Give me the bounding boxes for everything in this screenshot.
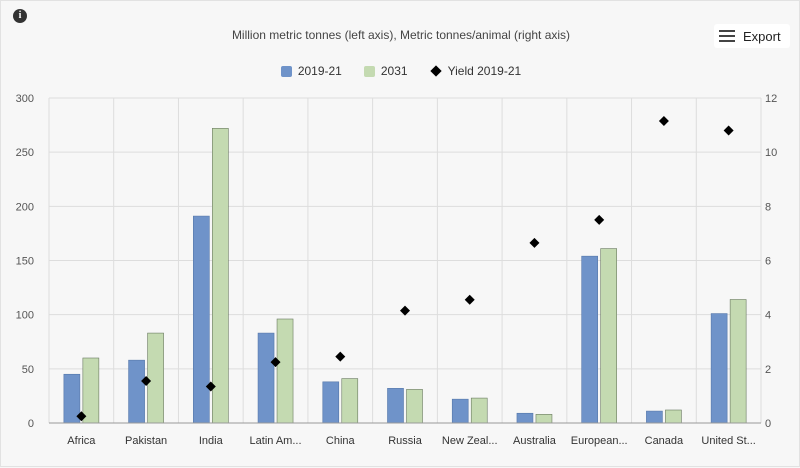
hamburger-menu-icon bbox=[719, 27, 735, 45]
bar-2031 bbox=[535, 414, 553, 424]
x-tick-label: Pakistan bbox=[125, 435, 167, 447]
legend-label-series-1: 2019-21 bbox=[297, 64, 342, 78]
bar-2019-21 bbox=[646, 410, 663, 424]
x-tick-label: Canada bbox=[645, 435, 684, 447]
yield-marker bbox=[335, 351, 346, 362]
x-tick-label: Russia bbox=[388, 435, 423, 447]
bar-2031 bbox=[147, 332, 164, 424]
export-button[interactable]: Export bbox=[714, 24, 790, 48]
x-tick-label: Australia bbox=[513, 435, 557, 447]
bar-2019-21 bbox=[710, 313, 728, 424]
y-tick-right-label: 2 bbox=[765, 364, 771, 376]
x-tick-label: China bbox=[326, 435, 356, 447]
bar-2031 bbox=[665, 409, 682, 424]
x-tick-label: New Zeal... bbox=[442, 435, 498, 447]
y-tick-right-label: 0 bbox=[765, 418, 771, 430]
bar-2019-21 bbox=[193, 215, 210, 424]
y-tick-right-label: 8 bbox=[765, 201, 771, 213]
yield-marker bbox=[658, 116, 669, 127]
legend: 2019-21 2031 Yield 2019-21 bbox=[1, 64, 800, 78]
bar-2019-21 bbox=[128, 359, 145, 424]
x-tick-label: United St... bbox=[701, 435, 755, 447]
bar-2019-21 bbox=[451, 398, 469, 424]
info-icon[interactable]: i bbox=[13, 9, 27, 23]
bar-2031 bbox=[406, 389, 423, 424]
y-tick-right-label: 12 bbox=[765, 93, 777, 105]
yield-marker bbox=[529, 237, 540, 248]
y-tick-left-label: 150 bbox=[16, 256, 34, 268]
y-tick-left-label: 100 bbox=[16, 310, 34, 322]
bar-2031 bbox=[341, 378, 359, 424]
legend-item-series-1[interactable]: 2019-21 bbox=[280, 64, 342, 78]
y-tick-right-label: 4 bbox=[765, 310, 771, 322]
yield-marker bbox=[464, 294, 475, 305]
yield-marker bbox=[270, 357, 281, 368]
yield-marker bbox=[594, 214, 605, 225]
bar-2019-21 bbox=[257, 332, 275, 424]
bar-2031 bbox=[212, 128, 229, 424]
y-tick-left-label: 0 bbox=[28, 418, 34, 430]
bar-2019-21 bbox=[387, 388, 404, 424]
legend-swatch-series-2 bbox=[363, 65, 375, 77]
x-tick-label: Africa bbox=[67, 435, 96, 447]
legend-label-series-2: 2031 bbox=[380, 64, 408, 78]
bar-2031 bbox=[82, 357, 100, 424]
yield-marker bbox=[205, 381, 216, 392]
bar-2031 bbox=[729, 299, 747, 424]
y-tick-left-label: 200 bbox=[16, 201, 34, 213]
bar-2019-21 bbox=[322, 381, 340, 424]
export-label: Export bbox=[743, 28, 781, 44]
bar-2019-21 bbox=[581, 255, 598, 424]
bar-2019-21 bbox=[516, 412, 534, 424]
chart-title: Million metric tonnes (left axis), Metri… bbox=[231, 28, 571, 42]
legend-item-yield[interactable]: Yield 2019-21 bbox=[429, 64, 522, 78]
bar-2031 bbox=[600, 248, 617, 424]
y-tick-right-label: 10 bbox=[765, 147, 777, 159]
y-tick-left-label: 250 bbox=[16, 147, 34, 159]
y-tick-left-label: 300 bbox=[16, 93, 34, 105]
yield-marker bbox=[141, 376, 152, 387]
bar-2031 bbox=[276, 318, 294, 424]
legend-label-yield: Yield 2019-21 bbox=[447, 64, 522, 78]
x-tick-label: Latin Am... bbox=[250, 435, 302, 447]
yield-marker bbox=[76, 411, 87, 422]
yield-marker bbox=[400, 305, 410, 316]
y-tick-left-label: 50 bbox=[22, 364, 34, 376]
yield-marker bbox=[723, 125, 734, 136]
y-tick-right-label: 6 bbox=[765, 256, 771, 268]
legend-item-series-2[interactable]: 2031 bbox=[363, 64, 408, 78]
legend-swatch-series-1 bbox=[280, 65, 292, 77]
x-tick-label: India bbox=[199, 435, 224, 447]
x-tick-label: European... bbox=[571, 435, 628, 447]
bar-2031 bbox=[470, 397, 488, 424]
